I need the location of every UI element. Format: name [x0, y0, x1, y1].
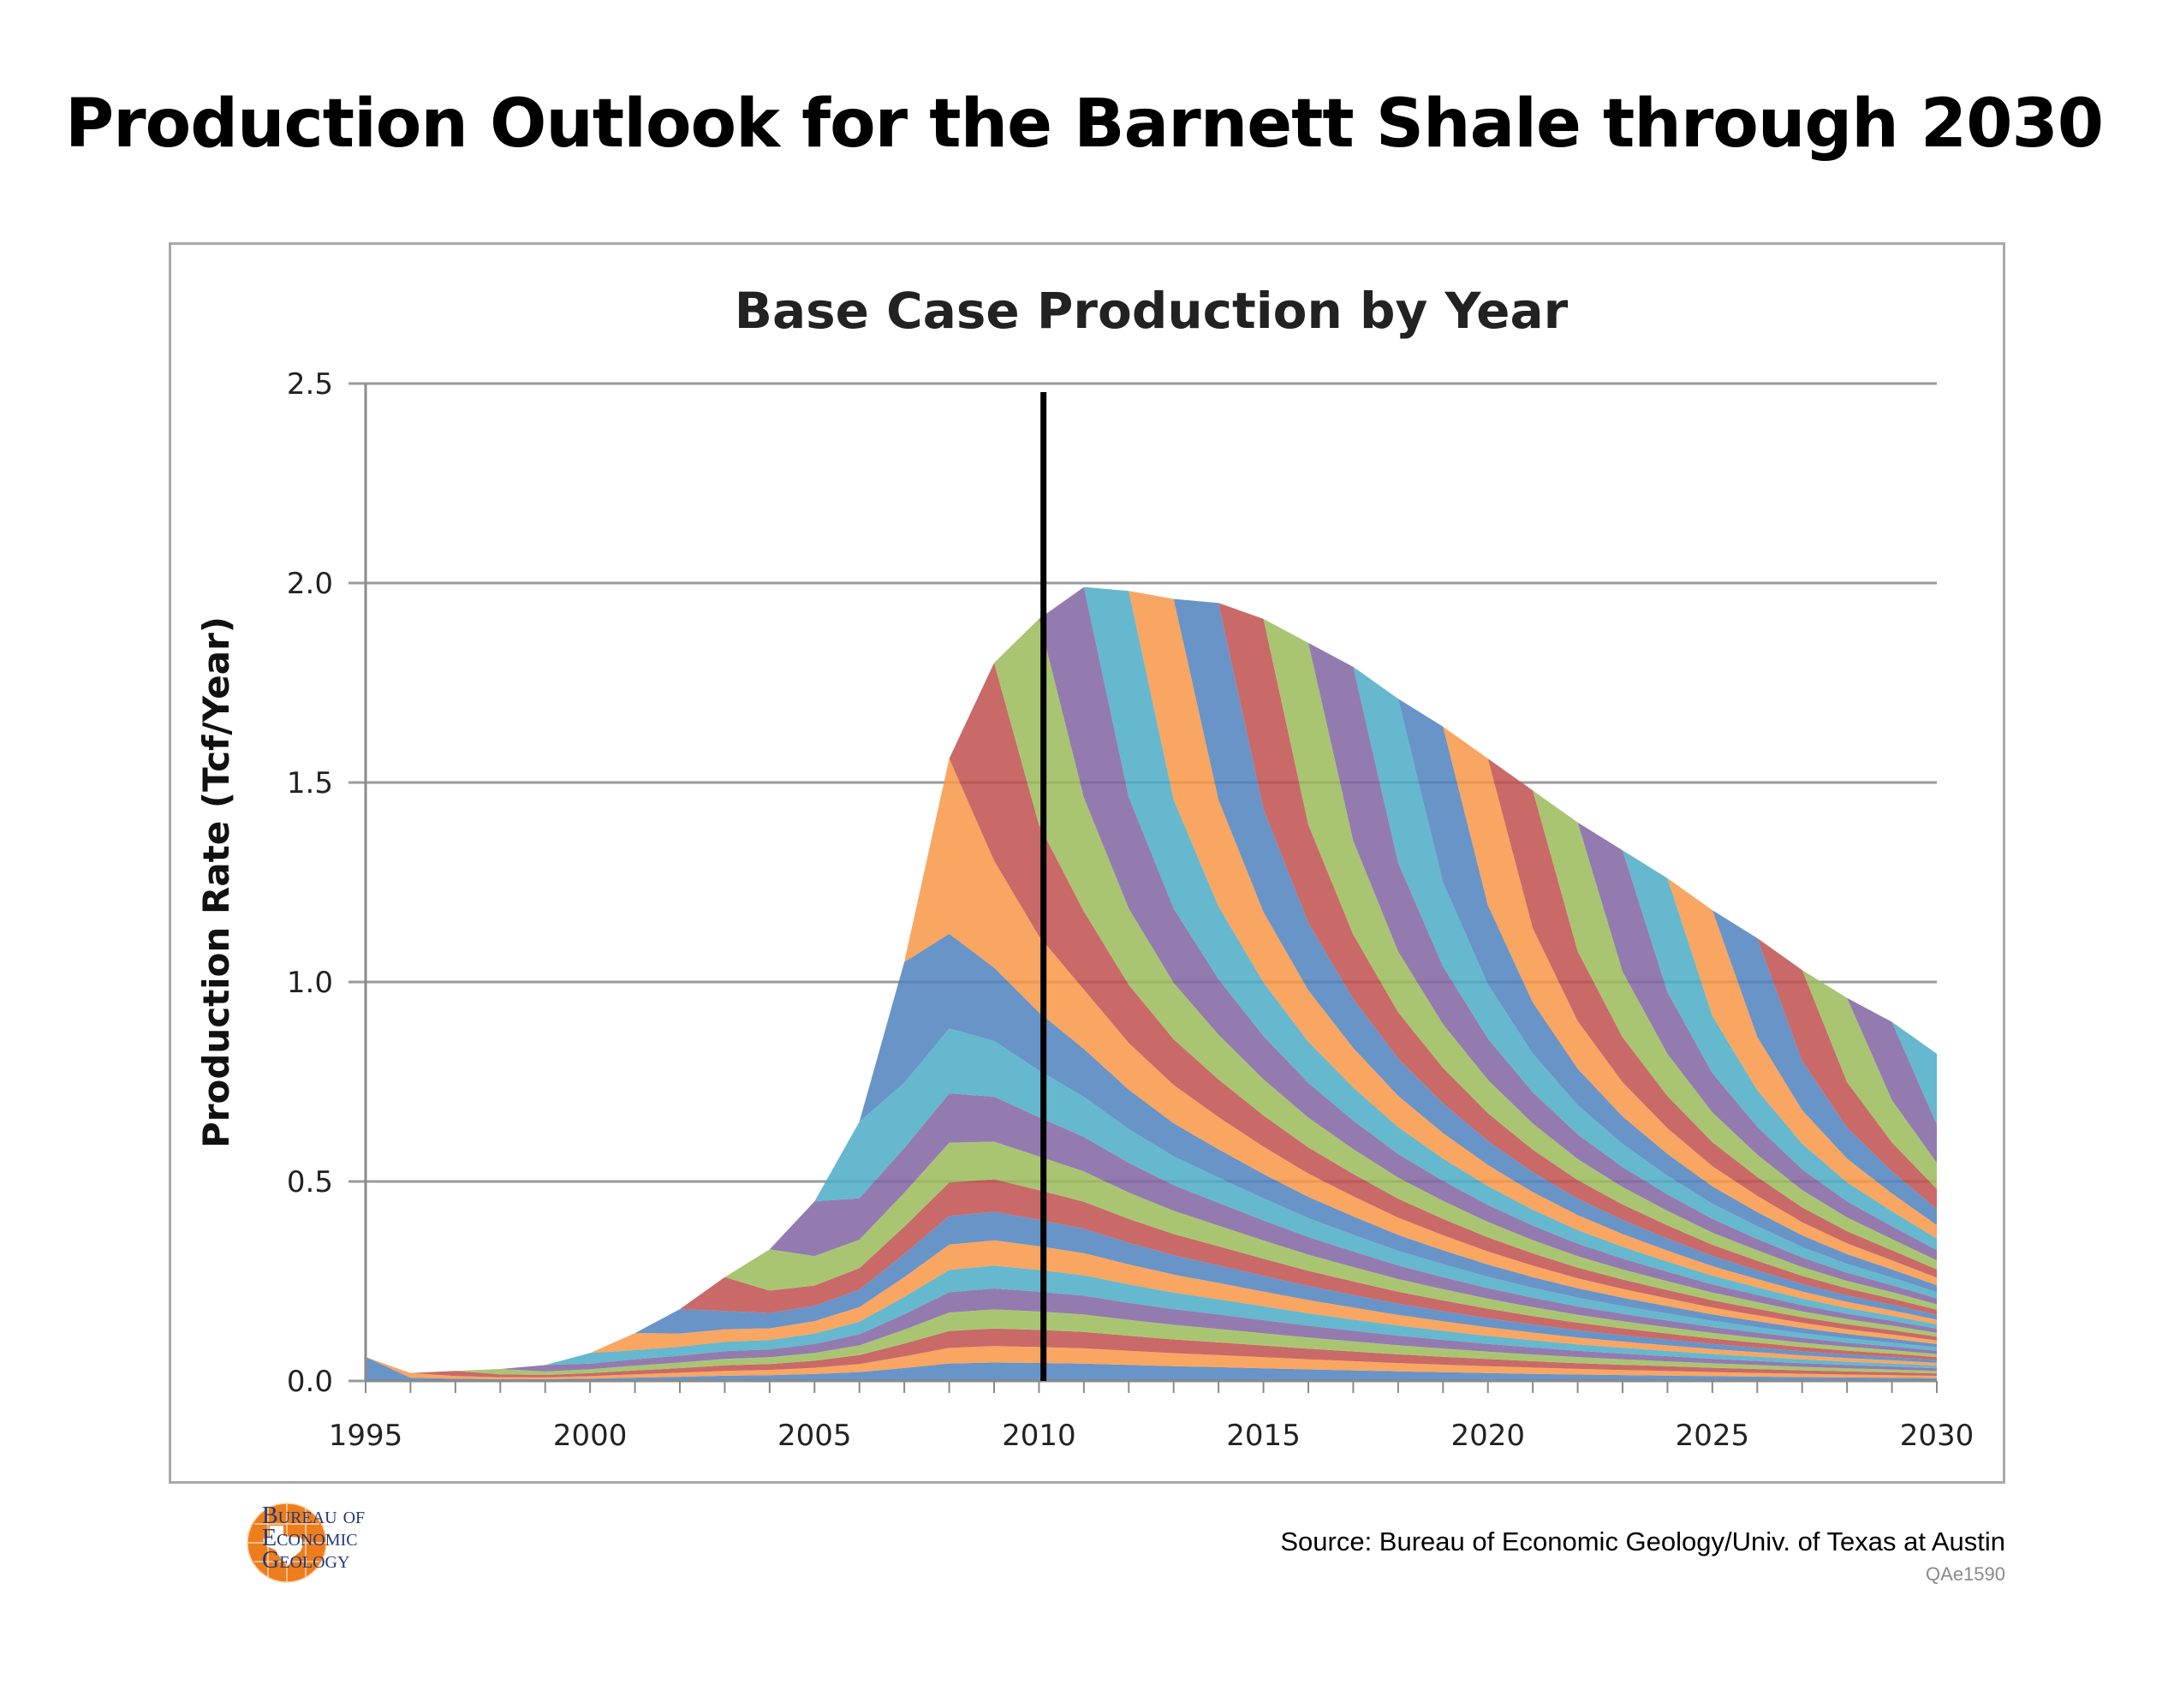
area-series-2003: [366, 1179, 1937, 1373]
figure-code: QAe1590: [1926, 1563, 2005, 1585]
bureau-logo-text: Bureau of Economic Geology: [262, 1503, 366, 1574]
x-tick-label: 2030: [1900, 1419, 1974, 1453]
area-series-2005: [366, 1093, 1937, 1373]
area-series-1998: [366, 1309, 1937, 1375]
logo-line-1: Bureau of: [262, 1503, 366, 1529]
area-series-2001: [366, 1240, 1937, 1373]
area-series-1997: [366, 1328, 1937, 1378]
source-note: Source: Bureau of Economic Geology/Univ.…: [1280, 1526, 2005, 1556]
x-tick-label: 2025: [1676, 1419, 1750, 1453]
area-series-2009: [366, 663, 1937, 1373]
x-tick-label: 2020: [1450, 1419, 1525, 1453]
x-tick-label: 1995: [329, 1419, 403, 1453]
area-series-2007: [366, 933, 1937, 1373]
y-tick-label: 0.0: [287, 1365, 333, 1399]
x-tick-label: 2015: [1226, 1419, 1301, 1453]
y-tick-label: 1.5: [287, 766, 333, 800]
area-series-1995: [366, 1357, 1937, 1381]
chart: Base Case Production by Year 0.0 0.5 1.0 1.5…: [195, 282, 1974, 1453]
page-title: Production Outlook for the Barnett Shale…: [64, 86, 2104, 163]
area-series-2012: [366, 586, 1937, 1373]
bureau-logo-icon: [247, 1503, 327, 1583]
area-series-2022: [366, 586, 1937, 1373]
logo-line-3: Geology: [262, 1547, 350, 1574]
area-series-2000: [366, 1265, 1937, 1373]
chart-frame: [169, 242, 2005, 1484]
y-tick-label: 2.5: [287, 367, 333, 402]
y-tick-label: 2.0: [287, 567, 333, 601]
area-series-2004: [366, 1141, 1937, 1373]
y-tick-label: 0.5: [287, 1165, 333, 1199]
area-series-2008: [366, 759, 1937, 1373]
area-series-1999: [366, 1288, 1937, 1373]
x-tick-label: 2000: [553, 1419, 628, 1453]
chart-title: Base Case Production by Year: [735, 282, 1569, 340]
x-tick-label: 2010: [1002, 1419, 1076, 1453]
area-series-2002: [366, 1211, 1937, 1373]
area-series-1996: [366, 1346, 1937, 1379]
area-series-2015: [366, 586, 1937, 1373]
logo-line-2: Economic: [262, 1525, 358, 1551]
area-series-2010: [366, 618, 1937, 1373]
y-axis-label: Production Rate (Tcf/Year): [195, 616, 237, 1148]
y-tick-label: 1.0: [287, 966, 333, 1000]
x-tick-label: 2005: [777, 1419, 852, 1453]
